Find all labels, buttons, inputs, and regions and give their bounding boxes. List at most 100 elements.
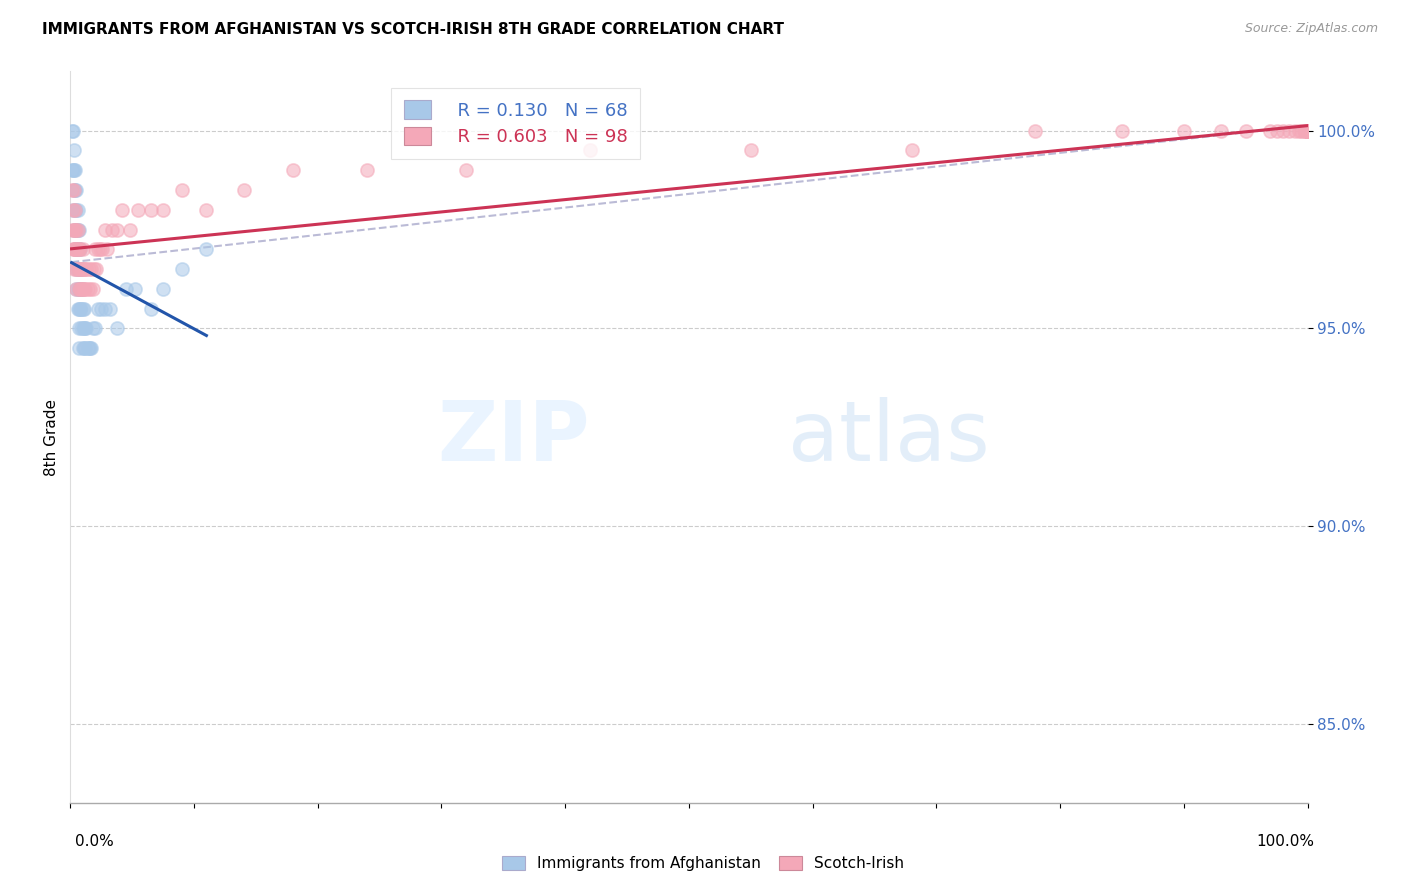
Point (1296, 123, 1319, 137)
Point (94, 222, 117, 236)
Point (152, 282, 174, 296)
Point (60, 183, 83, 197)
Point (75, 262, 97, 277)
Point (1288, 123, 1310, 137)
Point (67, 242, 90, 256)
Point (90, 301, 112, 316)
Point (124, 282, 146, 296)
Point (70, 282, 93, 296)
Point (62, 202, 84, 217)
Point (152, 202, 174, 217)
Point (1234, 123, 1257, 137)
Point (101, 222, 124, 236)
Point (1173, 123, 1195, 137)
Point (65, 202, 87, 217)
Point (1291, 123, 1313, 137)
Point (65, 242, 87, 256)
Point (82, 282, 104, 296)
Point (84, 242, 107, 256)
Point (79, 282, 101, 296)
Text: 0.0%: 0.0% (75, 834, 114, 849)
Point (67, 301, 90, 316)
Point (62, 123, 84, 137)
Point (1296, 123, 1319, 137)
Point (70, 282, 93, 296)
Point (1265, 123, 1288, 137)
Point (170, 262, 193, 277)
Point (75, 282, 97, 296)
Point (69, 301, 91, 316)
Point (1296, 123, 1319, 137)
Point (69, 282, 91, 296)
Point (62, 202, 84, 217)
Point (60, 163, 83, 178)
Point (900, 144, 922, 158)
Point (69, 242, 91, 256)
Point (98, 301, 121, 316)
Point (740, 144, 762, 158)
Point (232, 183, 254, 197)
Point (66, 262, 89, 277)
Point (67, 321, 90, 335)
Point (1296, 123, 1319, 137)
Point (65, 242, 87, 256)
Point (72, 321, 94, 335)
Point (72, 262, 94, 277)
Point (63, 163, 86, 178)
Text: 100.0%: 100.0% (1257, 834, 1315, 849)
Point (73, 321, 96, 335)
Point (69, 282, 91, 296)
Point (1296, 123, 1319, 137)
Point (60, 123, 83, 137)
Point (80, 262, 103, 277)
Point (94, 301, 117, 316)
Point (1296, 123, 1319, 137)
Point (115, 282, 138, 296)
Point (69, 242, 91, 256)
Text: Source: ZipAtlas.com: Source: ZipAtlas.com (1244, 22, 1378, 36)
Point (456, 163, 478, 178)
Point (127, 202, 149, 217)
Point (66, 262, 89, 277)
Point (62, 242, 84, 256)
Point (96, 242, 118, 256)
Point (70, 301, 93, 316)
Point (76, 341, 98, 355)
Point (83, 262, 105, 277)
Point (1284, 123, 1306, 137)
Point (67, 282, 90, 296)
Point (65, 202, 87, 217)
Point (86, 301, 108, 316)
Point (73, 262, 96, 277)
Point (1296, 123, 1319, 137)
Y-axis label: 8th Grade: 8th Grade (44, 399, 59, 475)
Point (1296, 123, 1319, 137)
Point (67, 262, 90, 277)
Point (118, 222, 141, 236)
Point (80, 341, 103, 355)
Point (72, 282, 94, 296)
Point (67, 242, 90, 256)
Point (67, 282, 90, 296)
Point (65, 242, 87, 256)
Point (67, 341, 90, 355)
Point (75, 321, 97, 335)
Point (62, 163, 84, 178)
Point (72, 282, 94, 296)
Point (1271, 123, 1294, 137)
Point (77, 262, 100, 277)
Point (1296, 123, 1319, 137)
Point (82, 321, 104, 335)
Point (66, 222, 89, 236)
Point (1294, 123, 1316, 137)
Point (1296, 123, 1319, 137)
Point (89, 242, 111, 256)
Point (1296, 123, 1319, 137)
Point (579, 144, 602, 158)
Point (65, 202, 87, 217)
Point (1296, 123, 1319, 137)
Point (65, 222, 87, 236)
Text: IMMIGRANTS FROM AFGHANISTAN VS SCOTCH-IRISH 8TH GRADE CORRELATION CHART: IMMIGRANTS FROM AFGHANISTAN VS SCOTCH-IR… (42, 22, 785, 37)
Point (66, 242, 89, 256)
Point (76, 282, 98, 296)
